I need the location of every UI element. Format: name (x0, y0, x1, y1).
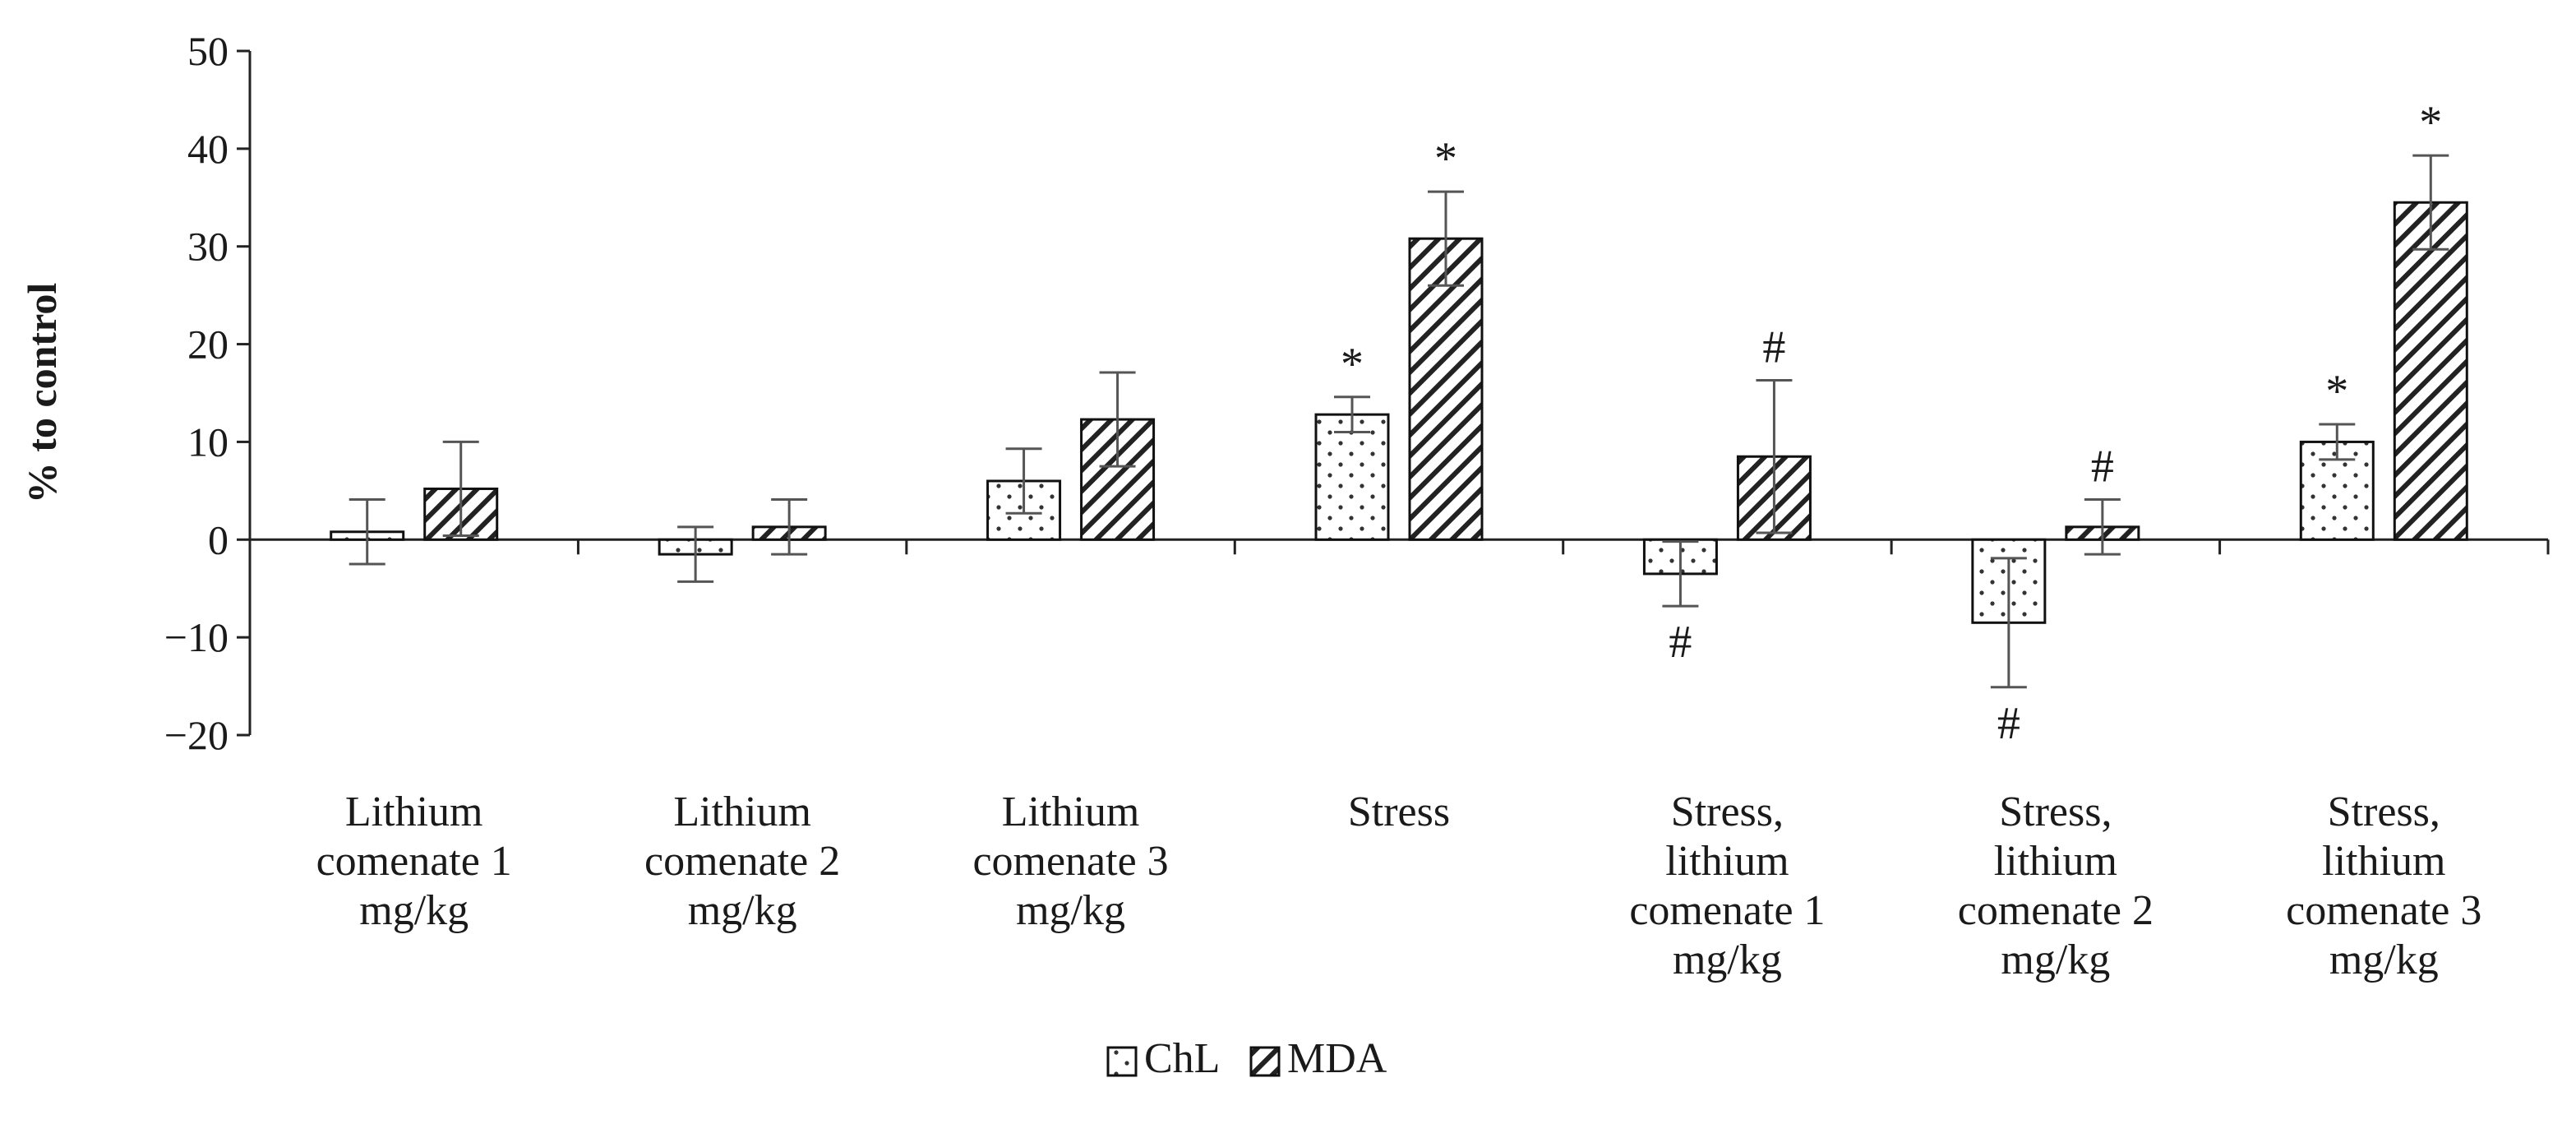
category-label-7: Stress, lithium comenate 3 mg/kg (2286, 789, 2481, 983)
y-axis-label: % to control (19, 283, 65, 504)
y-axis-labels: 50 40 30 20 10 0 −10 −20 % to control (19, 28, 229, 758)
category-label-4: Stress (1348, 789, 1450, 835)
y-tick-label: 40 (187, 126, 229, 172)
y-tick-label: 10 (187, 419, 229, 465)
legend-label-mda: MDA (1287, 1035, 1387, 1082)
category-label-1: Lithium comenate 1 mg/kg (316, 789, 512, 934)
bar-mda-7 (2393, 201, 2468, 541)
axes (237, 49, 2550, 737)
significance-marker: # (1997, 698, 2020, 749)
y-tick-label: 20 (187, 321, 229, 368)
category-label-3: Lithium comenate 3 mg/kg (972, 789, 1168, 934)
legend-swatch-chl (1106, 1046, 1138, 1077)
y-tick-label: 0 (208, 516, 229, 562)
category-label-6: Stress, lithium comenate 2 mg/kg (1958, 789, 2154, 983)
legend-swatch-mda (1249, 1046, 1281, 1077)
bar-mda-4 (1408, 237, 1484, 541)
bar-chl-4 (1314, 413, 1390, 541)
legend: ChL MDA (1106, 1035, 1387, 1082)
legend-label-chl: ChL (1144, 1035, 1220, 1082)
significance-marker: * (2325, 366, 2348, 417)
category-label-5: Stress, lithium comenate 1 mg/kg (1629, 789, 1825, 983)
significance-marker: # (1669, 617, 1692, 668)
y-tick-label: −10 (164, 614, 229, 660)
bars (330, 201, 2468, 624)
significance-marker: * (1341, 339, 1364, 390)
significance-marker: # (2091, 442, 2114, 493)
significance-marker: * (1434, 133, 1457, 184)
significance-markers: * # # * * # # * (1341, 97, 2442, 749)
y-tick-label: 50 (187, 28, 229, 74)
error-bars (349, 154, 2449, 689)
significance-marker: * (2419, 97, 2442, 148)
y-tick-label: −20 (164, 712, 229, 758)
y-tick-label: 30 (187, 224, 229, 270)
significance-marker: # (1762, 322, 1785, 373)
category-label-2: Lithium comenate 2 mg/kg (644, 789, 840, 934)
